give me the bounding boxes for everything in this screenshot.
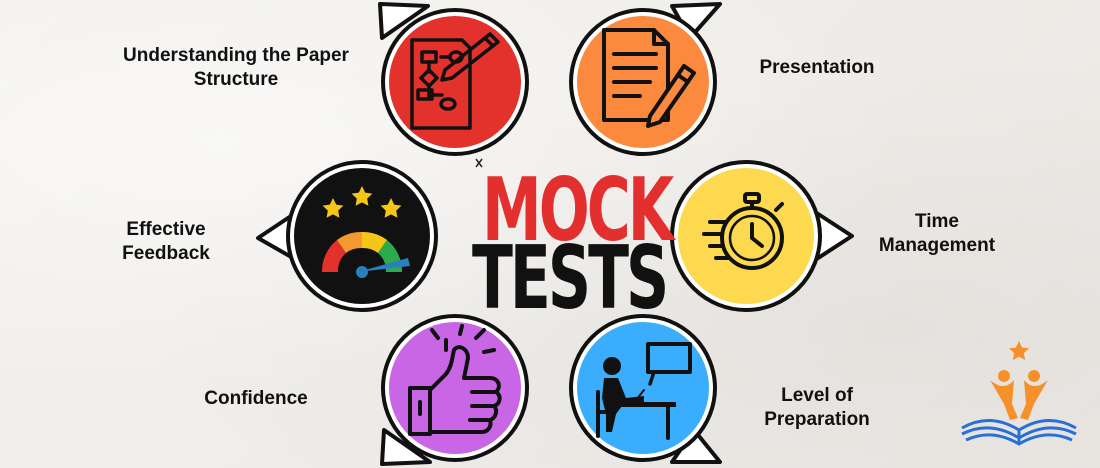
label-confidence: Confidence [204, 388, 308, 409]
student-desk-icon [596, 342, 692, 440]
title-line-mock: MOCK [482, 160, 674, 262]
label-time-management: Time Management [878, 211, 996, 256]
label-paper-structure: Understanding the Paper Structure [123, 45, 349, 90]
x-mark [475, 158, 483, 168]
bubble-paper-structure [378, 2, 529, 156]
flowchart-pencil-icon [410, 32, 500, 130]
document-pencil-icon [602, 28, 696, 128]
rating-gauge-icon [321, 186, 410, 278]
bubble-preparation [569, 314, 722, 464]
stopwatch-icon [702, 192, 784, 270]
label-feedback: Effective Feedback [122, 219, 210, 264]
thumbs-up-icon [408, 324, 502, 436]
bubble-time-management [670, 160, 854, 312]
star-icons [322, 186, 402, 218]
bubble-feedback [256, 160, 438, 312]
label-presentation: Presentation [759, 57, 875, 78]
book-people-star-logo [961, 341, 1077, 446]
bubble-presentation [569, 2, 722, 156]
bubble-confidence [380, 314, 529, 466]
label-preparation: Level of Preparation [764, 385, 870, 430]
title-line-tests: TESTS [472, 228, 669, 330]
